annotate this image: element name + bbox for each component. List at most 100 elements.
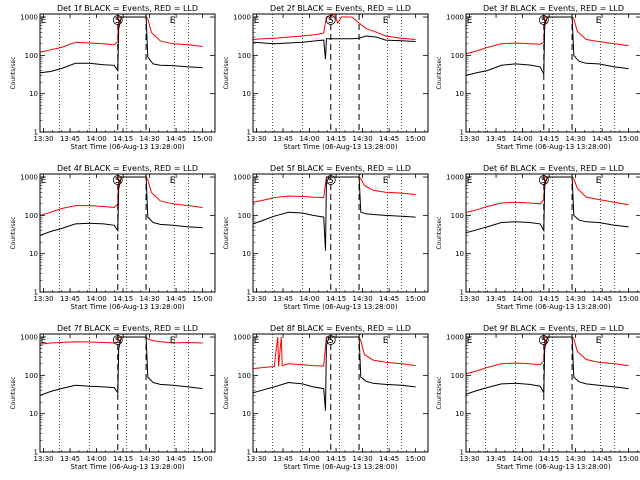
x-axis-label: Start Time (06-Aug-13 13:28:00): [283, 303, 397, 311]
panel-title: Det 1f BLACK = Events, RED = LLD: [57, 4, 198, 13]
y-axis-label: Counts/sec: [223, 376, 230, 409]
y-tick-label: 10: [455, 90, 464, 98]
x-tick-label: 14:45: [379, 135, 399, 143]
marker-label: S: [541, 176, 547, 186]
x-tick-label: 13:30: [246, 295, 266, 303]
marker-label: E: [383, 336, 389, 346]
marker-label: S: [115, 336, 121, 346]
x-axis-label: Start Time (06-Aug-13 13:28:00): [283, 143, 397, 151]
x-tick-label: 14:15: [113, 455, 133, 463]
x-tick-label: 14:00: [86, 135, 106, 143]
y-tick-label: 10: [242, 90, 251, 98]
marker-label: E: [170, 176, 176, 186]
x-tick-label: 14:30: [566, 455, 586, 463]
y-tick-label: 10: [242, 410, 251, 418]
plot-frame: [252, 13, 429, 133]
x-tick-label: 13:45: [273, 135, 293, 143]
x-tick-label: 14:00: [512, 295, 532, 303]
marker-label: S: [541, 336, 547, 346]
marker-circle: [325, 335, 336, 345]
marker-label: E: [383, 176, 389, 186]
y-tick-label: 1000: [446, 14, 464, 22]
x-tick-label: 13:30: [459, 455, 479, 463]
y-tick-label: 1000: [446, 334, 464, 342]
y-tick-label: 1000: [20, 174, 38, 182]
y-tick-label: 1000: [20, 334, 38, 342]
y-axis-label: Counts/sec: [10, 216, 17, 249]
y-tick-label: 100: [238, 52, 251, 60]
x-tick-label: 15:00: [619, 135, 639, 143]
y-tick-label: 1: [460, 129, 464, 137]
plot-frame: [39, 333, 216, 453]
y-tick-label: 1: [247, 129, 251, 137]
marker-label: E: [596, 336, 602, 346]
y-tick-label: 100: [451, 52, 464, 60]
x-tick-label: 15:00: [619, 455, 639, 463]
marker-label: E: [254, 336, 260, 346]
x-tick-label: 13:30: [33, 135, 53, 143]
plot-frame: [252, 333, 429, 453]
y-tick-label: 1: [34, 129, 38, 137]
lld-series-line: [40, 336, 203, 345]
events-series-line: [466, 176, 629, 234]
x-tick-label: 13:45: [486, 135, 506, 143]
y-tick-label: 1000: [20, 14, 38, 22]
x-tick-label: 13:30: [33, 455, 53, 463]
x-tick-label: 13:30: [459, 135, 479, 143]
y-axis-label: Counts/sec: [10, 56, 17, 89]
y-tick-label: 1000: [233, 174, 251, 182]
y-tick-label: 10: [455, 410, 464, 418]
x-tick-label: 14:45: [592, 135, 612, 143]
marker-label: E: [596, 176, 602, 186]
marker-circle: [325, 175, 336, 185]
marker-label: S: [541, 16, 547, 26]
x-tick-label: 14:30: [566, 295, 586, 303]
y-tick-label: 1: [247, 289, 251, 297]
x-tick-label: 14:00: [86, 455, 106, 463]
marker-label: E: [254, 16, 260, 26]
y-axis-label: Counts/sec: [10, 376, 17, 409]
plot-frame: [465, 333, 640, 453]
marker-label: E: [170, 336, 176, 346]
y-tick-label: 10: [29, 410, 38, 418]
events-series-line: [466, 336, 629, 395]
marker-label: E: [254, 176, 260, 186]
y-tick-label: 100: [451, 212, 464, 220]
x-tick-label: 13:45: [60, 455, 80, 463]
plot-frame: [252, 173, 429, 293]
x-tick-label: 14:45: [379, 295, 399, 303]
y-tick-label: 1: [460, 449, 464, 457]
x-tick-label: 14:30: [140, 455, 160, 463]
x-tick-label: 14:30: [353, 455, 373, 463]
marker-label: E: [467, 16, 473, 26]
x-tick-label: 14:15: [326, 455, 346, 463]
marker-label: S: [328, 336, 334, 346]
x-axis-label: Start Time (06-Aug-13 13:28:00): [496, 463, 610, 471]
plot-frame: [39, 13, 216, 133]
marker-circle: [538, 175, 549, 185]
marker-label: E: [41, 336, 47, 346]
y-tick-label: 1000: [446, 174, 464, 182]
events-series-line: [253, 176, 416, 251]
y-tick-label: 10: [455, 250, 464, 258]
x-tick-label: 13:45: [273, 455, 293, 463]
x-tick-label: 14:30: [566, 135, 586, 143]
marker-circle: [538, 335, 549, 345]
marker-label: E: [383, 16, 389, 26]
x-axis-label: Start Time (06-Aug-13 13:28:00): [70, 303, 184, 311]
x-tick-label: 14:45: [166, 455, 186, 463]
x-tick-label: 14:15: [113, 295, 133, 303]
panel-title: Det 8f BLACK = Events, RED = LLD: [270, 324, 411, 333]
panel-title: Det 2f BLACK = Events, RED = LLD: [270, 4, 411, 13]
x-tick-label: 14:00: [299, 295, 319, 303]
plot-frame: [465, 173, 640, 293]
marker-circle: [538, 15, 549, 25]
x-tick-label: 15:00: [406, 295, 426, 303]
x-tick-label: 13:45: [486, 455, 506, 463]
plot-frame: [465, 13, 640, 133]
y-tick-label: 100: [25, 212, 38, 220]
x-tick-label: 13:45: [60, 135, 80, 143]
y-axis-label: Counts/sec: [436, 56, 443, 89]
x-tick-label: 15:00: [193, 295, 213, 303]
